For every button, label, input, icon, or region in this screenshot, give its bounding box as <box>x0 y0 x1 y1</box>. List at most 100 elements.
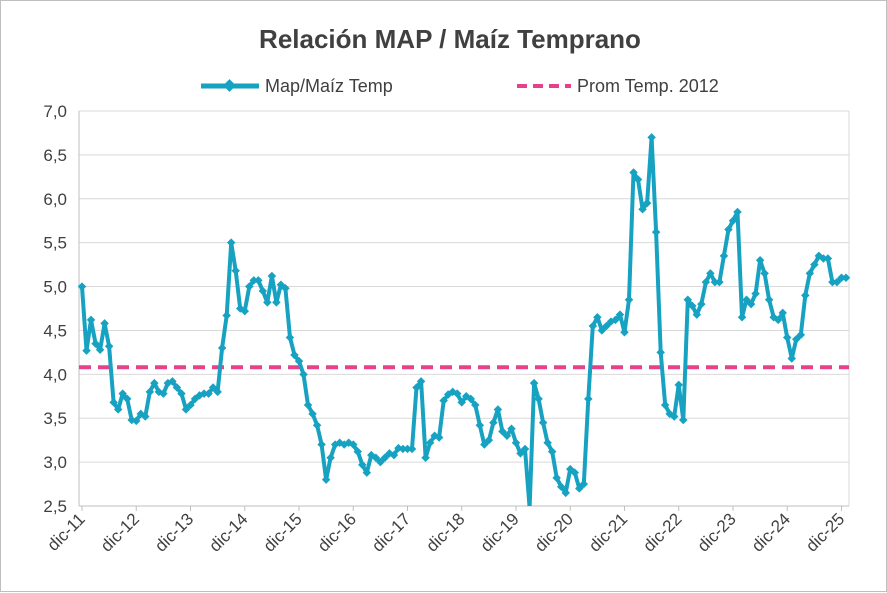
data-point <box>489 418 498 427</box>
data-point <box>534 394 543 404</box>
data-point <box>543 438 552 448</box>
data-point <box>421 453 430 462</box>
data-point <box>290 350 299 360</box>
data-point <box>457 398 466 407</box>
data-point <box>452 389 462 398</box>
data-point <box>480 440 489 449</box>
data-point <box>82 346 91 355</box>
data-point <box>376 457 385 467</box>
y-tick-label: 3,0 <box>43 453 67 472</box>
data-point <box>651 227 661 237</box>
data-point <box>525 503 534 506</box>
data-point <box>801 291 810 300</box>
y-tick-label: 5,0 <box>43 278 67 297</box>
legend-entry-series-1[interactable]: Map/Maíz Temp <box>201 76 393 96</box>
data-point <box>778 308 787 318</box>
legend-label-series-1: Map/Maíz Temp <box>265 76 393 96</box>
data-point <box>416 377 426 386</box>
x-tick-label: dic-21 <box>585 509 631 555</box>
data-point <box>602 321 611 331</box>
data-point <box>362 468 372 477</box>
data-point <box>177 389 186 398</box>
data-point <box>737 313 747 322</box>
x-tick-label: dic-17 <box>368 509 414 555</box>
legend-entry-series-2[interactable]: Prom Temp. 2012 <box>517 76 719 96</box>
legend: Map/Maíz Temp Prom Temp. 2012 <box>201 76 719 96</box>
chart-title: Relación MAP / Maíz Temprano <box>259 24 641 54</box>
data-point <box>466 394 476 404</box>
data-point <box>561 488 570 498</box>
data-point <box>475 421 485 430</box>
data-point <box>701 277 711 287</box>
x-tick-label: dic-23 <box>694 509 740 555</box>
data-point <box>584 394 593 404</box>
data-point <box>669 412 679 421</box>
x-tick-label: dic-22 <box>639 509 685 555</box>
y-tick-label: 3,5 <box>43 409 67 428</box>
data-point <box>706 269 715 278</box>
x-tick-label: dic-15 <box>260 509 306 555</box>
data-point <box>263 298 272 307</box>
data-point <box>213 387 222 397</box>
data-point <box>398 444 408 454</box>
data-point <box>95 345 105 354</box>
y-tick-label: 5,5 <box>43 234 67 253</box>
data-point <box>498 427 507 436</box>
data-point <box>597 326 607 335</box>
x-tick-label: dic-14 <box>205 509 251 555</box>
data-point <box>471 400 480 410</box>
data-point <box>267 271 277 281</box>
data-point <box>326 453 335 462</box>
data-point <box>805 269 815 278</box>
y-axis: 2,5 3,0 3,5 4,0 4,5 5,0 5,5 6,0 6,5 7,0 <box>43 102 67 516</box>
data-point <box>412 383 421 392</box>
data-point <box>511 438 521 448</box>
data-point <box>484 435 494 445</box>
series-map-maiz-temp <box>77 133 851 506</box>
data-point <box>168 377 177 386</box>
data-point <box>692 310 702 319</box>
data-point <box>272 298 281 307</box>
data-point <box>647 133 656 142</box>
data-point <box>439 396 448 405</box>
x-tick-label: dic-18 <box>422 509 468 555</box>
data-point <box>281 284 290 293</box>
data-point <box>579 479 589 489</box>
data-point <box>764 295 774 304</box>
data-point <box>371 453 381 462</box>
data-point <box>132 416 141 426</box>
x-tick-label: dic-19 <box>477 509 523 555</box>
data-point <box>751 289 760 298</box>
data-point <box>150 378 159 388</box>
y-tick-label: 6,0 <box>43 190 67 209</box>
data-point <box>317 440 326 449</box>
data-point <box>588 321 598 331</box>
data-point <box>100 319 109 328</box>
data-point <box>719 251 729 261</box>
series-line-map-maiz-temp <box>80 135 846 506</box>
y-tick-label: 4,0 <box>43 365 67 384</box>
data-point <box>199 389 209 398</box>
data-point <box>547 447 557 456</box>
data-point <box>122 394 132 404</box>
x-tick-label: dic-16 <box>314 509 360 555</box>
x-tick-label: dic-24 <box>748 509 794 555</box>
data-point <box>810 260 819 269</box>
data-point <box>688 301 697 311</box>
data-point <box>502 431 512 441</box>
data-point <box>249 276 259 285</box>
data-point <box>575 484 584 493</box>
data-point <box>624 295 634 304</box>
data-point <box>118 389 127 398</box>
x-tick-label: dic-20 <box>531 509 577 555</box>
data-point <box>208 383 218 392</box>
data-point <box>656 348 665 357</box>
data-point <box>823 254 833 263</box>
y-tick-label: 6,5 <box>43 146 67 165</box>
data-point <box>389 450 399 460</box>
data-point <box>792 334 801 344</box>
gridlines <box>78 110 850 507</box>
data-point <box>796 330 806 340</box>
data-point <box>493 405 503 414</box>
